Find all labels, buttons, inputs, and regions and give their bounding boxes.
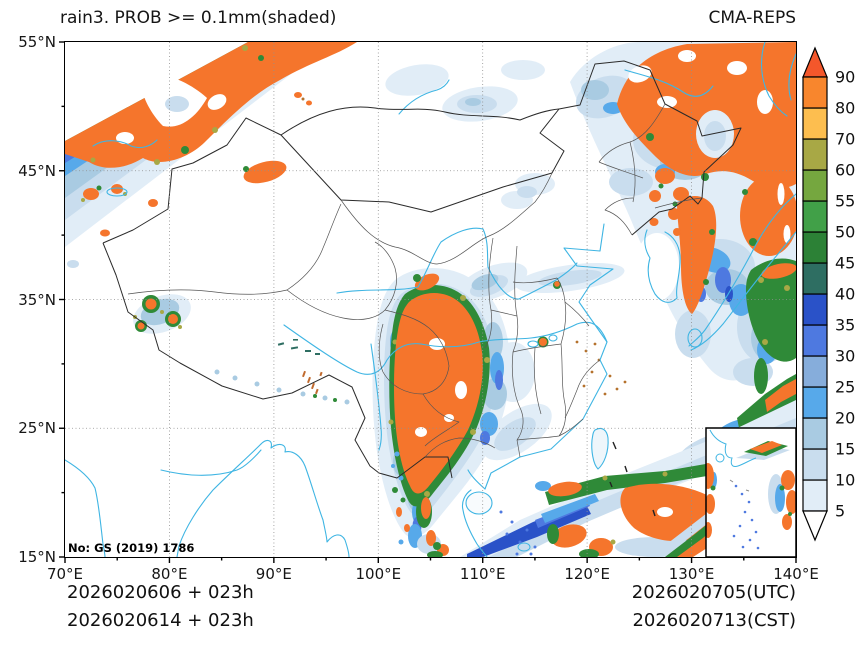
y-tick-label: 55°N (18, 33, 56, 51)
colorbar-level-label: 55 (835, 192, 855, 211)
x-tick-label: 100°E (355, 565, 402, 583)
valid-time-utc: 2026020705(UTC) (631, 582, 796, 603)
y-tick-label: 45°N (18, 161, 56, 180)
x-tick-label: 70°E (46, 565, 84, 583)
model-label: CMA-REPS (708, 8, 796, 28)
colorbar-level-label: 45 (835, 254, 855, 273)
colorbar-level-label: 70 (835, 130, 855, 149)
x-tick-label: 90°E (255, 565, 292, 583)
precip-shading (65, 42, 796, 557)
colorbar-level-label: 30 (835, 347, 855, 366)
y-tick-label: 15°N (18, 548, 56, 566)
y-tick-label: 25°N (18, 419, 56, 438)
x-tick-label: 130°E (668, 565, 715, 583)
x-tick-label: 80°E (151, 565, 188, 583)
inset-map (705, 427, 796, 557)
colorbar-level-label: 90 (835, 68, 855, 87)
valid-time-cst: 2026020713(CST) (632, 610, 796, 631)
colorbar-level-label: 60 (835, 161, 855, 180)
y-tick-label: 35°N (18, 290, 56, 309)
map-svg (65, 42, 796, 557)
map-canvas (64, 41, 797, 558)
colorbar: 5 10 15 20 25 30 35 40 45 50 55 60 70 80 90 (802, 46, 855, 542)
colorbar-level-label: 40 (835, 285, 855, 304)
colorbar-level-label: 80 (835, 99, 855, 118)
colorbar-level-label: 35 (835, 316, 855, 335)
x-tick-label: 110°E (459, 565, 506, 583)
init-time-cst: 2026020614 + 023h (67, 610, 254, 631)
colorbar-level-label: 50 (835, 223, 855, 242)
country-borders (102, 60, 742, 479)
init-time-utc: 2026020606 + 023h (67, 582, 254, 603)
grid-lines (65, 42, 796, 557)
colorbar-level-label: 15 (835, 440, 855, 459)
colorbar-level-label: 25 (835, 378, 855, 397)
x-tick-label: 120°E (564, 565, 610, 583)
license-note: No: GS (2019) 1786 (68, 541, 195, 555)
province-borders (127, 103, 703, 458)
colorbar-level-label: 5 (835, 502, 845, 521)
colorbar-level-label: 10 (835, 471, 855, 490)
colorbar-level-label: 20 (835, 409, 855, 428)
x-tick-label: 140°E (773, 565, 819, 583)
page-title: rain3. PROB >= 0.1mm(shaded) (60, 8, 337, 28)
